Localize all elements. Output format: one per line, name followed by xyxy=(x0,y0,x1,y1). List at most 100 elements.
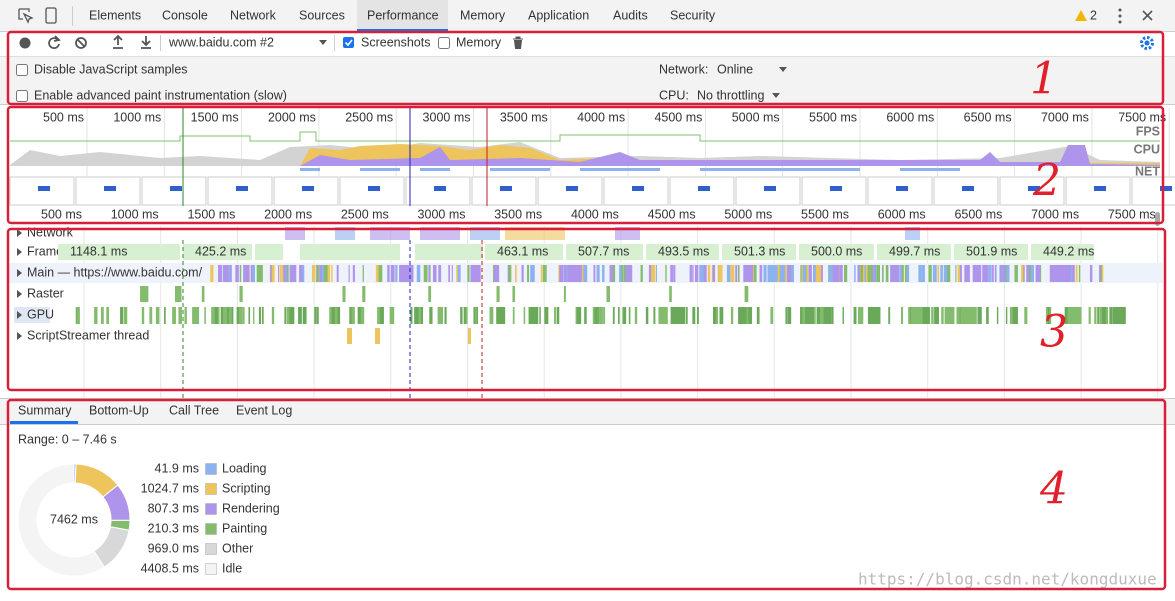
tab[interactable]: Elements xyxy=(89,8,141,22)
target-select[interactable]: www.baidu.com #2 xyxy=(168,35,274,49)
task xyxy=(378,265,383,282)
task xyxy=(988,265,992,282)
close-icon[interactable] xyxy=(1142,10,1153,21)
ruler-label: 6000 ms xyxy=(878,207,926,221)
task xyxy=(565,265,573,282)
details-tab[interactable]: Summary xyxy=(18,403,72,417)
settings-gear-center xyxy=(1144,40,1150,46)
dropdown-arrow[interactable] xyxy=(319,40,327,45)
tab[interactable]: Audits xyxy=(613,8,648,22)
task xyxy=(311,265,314,282)
task xyxy=(1009,307,1014,324)
task xyxy=(618,307,620,324)
save-button[interactable] xyxy=(141,36,151,49)
task xyxy=(174,286,182,302)
tab[interactable]: Application xyxy=(528,8,589,22)
task xyxy=(908,307,911,324)
menu-dot[interactable] xyxy=(1118,14,1122,18)
task xyxy=(211,307,217,324)
task xyxy=(905,265,910,282)
details-tab[interactable]: Event Log xyxy=(236,403,292,417)
screenshots-label: Screenshots xyxy=(361,35,430,49)
task xyxy=(932,265,937,282)
task xyxy=(270,265,273,282)
details-tab[interactable]: Bottom-Up xyxy=(89,403,149,417)
frame xyxy=(646,244,719,260)
task xyxy=(918,265,922,282)
task xyxy=(476,307,479,324)
task xyxy=(1014,307,1018,324)
cpu-select[interactable]: No throttling xyxy=(697,88,764,102)
frame-duration: 501.9 ms xyxy=(966,244,1017,258)
ruler-label: 3500 ms xyxy=(494,207,542,221)
task xyxy=(375,265,379,282)
task xyxy=(1030,265,1035,282)
ruler-label: 7500 ms xyxy=(1108,207,1156,221)
load-button[interactable] xyxy=(113,34,123,49)
frame xyxy=(58,244,180,260)
task xyxy=(337,307,341,324)
tab[interactable]: Performance xyxy=(367,8,439,22)
task xyxy=(214,307,219,324)
expand-arrow[interactable] xyxy=(17,290,22,298)
frame xyxy=(485,244,563,260)
task xyxy=(575,307,579,324)
checkbox[interactable] xyxy=(16,90,28,102)
task xyxy=(753,265,757,282)
task xyxy=(496,286,500,302)
category-swatch xyxy=(205,543,217,555)
checkbox[interactable] xyxy=(16,64,28,76)
expand-arrow[interactable] xyxy=(17,332,22,340)
inspect-icon[interactable] xyxy=(18,8,34,24)
record-button[interactable] xyxy=(19,37,31,49)
tab[interactable]: Console xyxy=(162,8,208,22)
settings-gear[interactable] xyxy=(1140,36,1154,50)
dropdown-arrow[interactable] xyxy=(772,93,780,98)
category-name: Rendering xyxy=(222,501,280,515)
gc-button[interactable] xyxy=(513,36,523,49)
task xyxy=(416,265,421,282)
menu-dot[interactable] xyxy=(1118,20,1122,24)
task xyxy=(432,265,437,282)
task xyxy=(628,265,633,282)
task xyxy=(1069,307,1082,324)
expand-arrow[interactable] xyxy=(17,269,22,277)
frame-duration: 507.7 ms xyxy=(578,244,629,258)
task xyxy=(986,307,989,324)
tab[interactable]: Network xyxy=(230,8,277,22)
expand-arrow[interactable] xyxy=(17,311,22,319)
device-icon[interactable] xyxy=(45,7,57,24)
reload-button[interactable] xyxy=(48,35,61,49)
network-label: Network: xyxy=(659,62,708,76)
annotation-number: 2 xyxy=(1032,156,1061,207)
checkbox-checked[interactable] xyxy=(343,37,354,48)
ruler-label: 2500 ms xyxy=(341,207,389,221)
clear-button[interactable] xyxy=(75,37,87,49)
task xyxy=(870,265,873,282)
annotation-number: 3 xyxy=(1040,307,1068,358)
menu-dot[interactable] xyxy=(1118,8,1122,12)
tab[interactable]: Sources xyxy=(299,8,345,22)
task xyxy=(460,307,463,324)
tab[interactable]: Security xyxy=(670,8,716,22)
checkbox[interactable] xyxy=(438,37,450,49)
task xyxy=(910,307,923,324)
expand-arrow[interactable] xyxy=(17,229,22,237)
ruler-label: 1500 ms xyxy=(191,110,239,124)
category-name: Loading xyxy=(222,461,267,475)
warning-icon[interactable] xyxy=(1075,10,1087,21)
ruler-label: 4000 ms xyxy=(577,110,625,124)
expand-arrow[interactable] xyxy=(17,248,22,256)
task xyxy=(228,265,230,282)
task xyxy=(669,286,672,302)
tab[interactable]: Memory xyxy=(460,8,506,22)
frame xyxy=(300,244,400,260)
ruler-label: 500 ms xyxy=(43,110,84,124)
task xyxy=(391,307,395,324)
details-tab[interactable]: Call Tree xyxy=(169,403,219,417)
task xyxy=(377,307,381,324)
ruler-label: 5000 ms xyxy=(732,110,780,124)
network-select[interactable]: Online xyxy=(717,62,753,76)
dropdown-arrow[interactable] xyxy=(779,67,787,72)
